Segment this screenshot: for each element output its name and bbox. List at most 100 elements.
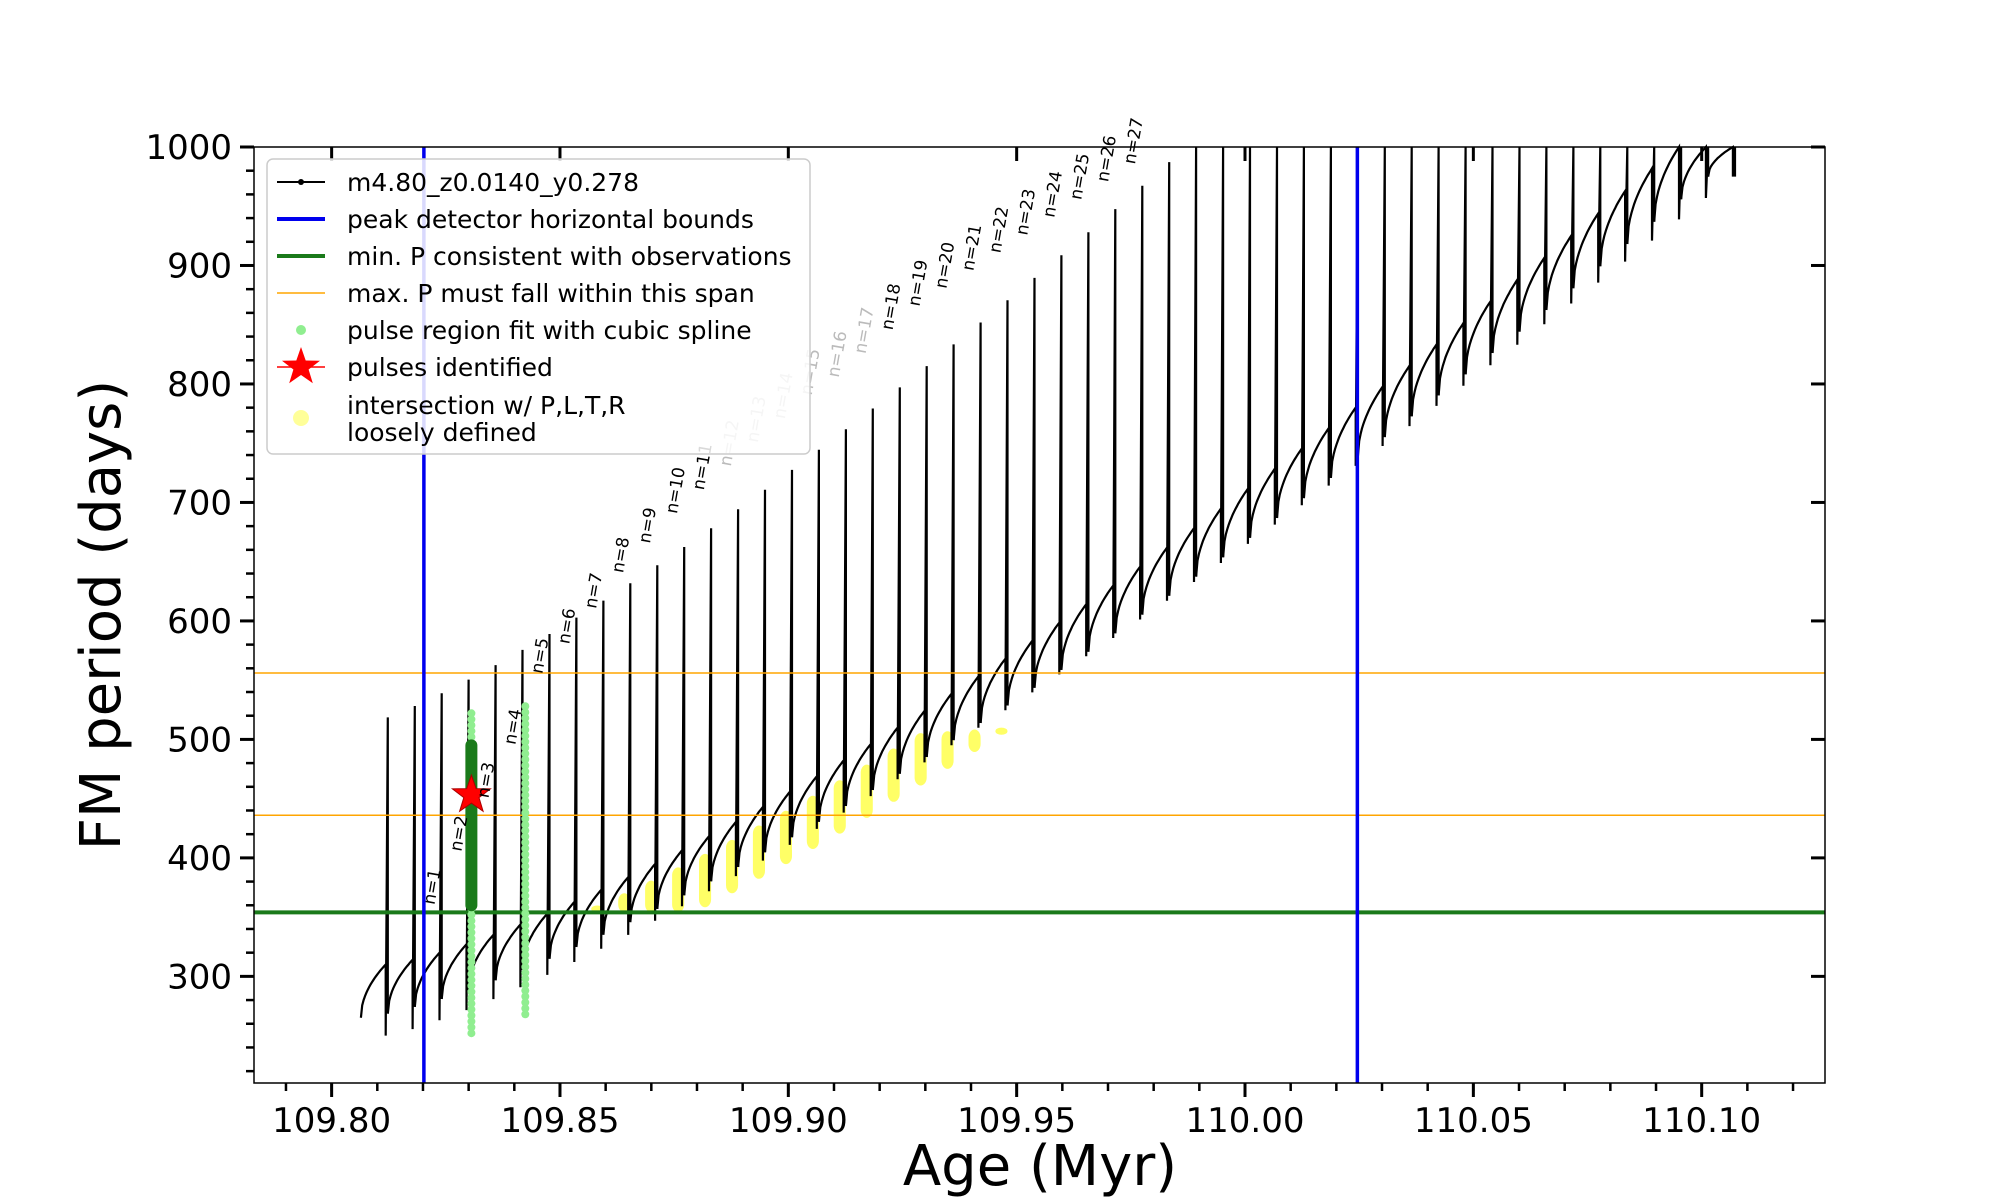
spline-point xyxy=(521,850,530,859)
spline-point xyxy=(521,992,530,1001)
legend-handle-dot xyxy=(296,325,306,335)
spline-point xyxy=(521,868,530,877)
spline-point xyxy=(467,916,476,925)
pulse-cycle-curve xyxy=(1006,277,1036,706)
spline-point xyxy=(521,980,530,989)
pulse-cycle-curve xyxy=(1087,209,1117,652)
legend-handle-star xyxy=(282,347,320,384)
cycle-n-label: n=21 xyxy=(959,223,987,272)
pulse-cycle-curve xyxy=(1626,146,1656,245)
spline-point xyxy=(521,1010,530,1019)
pulses-identified-layer xyxy=(450,773,492,813)
legend-label: pulse region fit with cubic spline xyxy=(347,316,752,345)
pulse-cycle-curve xyxy=(386,705,416,1030)
spline-point xyxy=(521,915,530,924)
spline-point xyxy=(467,928,476,937)
spline-point xyxy=(467,964,476,973)
spline-point xyxy=(521,702,530,711)
spline-point xyxy=(521,779,530,788)
cycle-n-label: n=27 xyxy=(1120,116,1148,165)
pulse-cycle-curve xyxy=(1141,162,1171,615)
intersection-layer xyxy=(591,727,1008,913)
pulse-cycle-curve xyxy=(1033,255,1063,688)
cycle-n-label: n=18 xyxy=(878,282,906,331)
axes-layer: 109.80 109.85 109.90 109.95 110.00 110.05 110.… xyxy=(145,128,1825,1141)
cycle-n-label: n=26 xyxy=(1093,134,1121,183)
spline-point xyxy=(467,910,476,919)
pulse-cycle-curve xyxy=(602,583,632,935)
y-tick-label: 800 xyxy=(167,365,232,405)
spline-point xyxy=(521,791,530,800)
spline-point xyxy=(521,856,530,865)
spline-point xyxy=(521,880,530,888)
spline-point xyxy=(521,802,530,811)
spline-point xyxy=(521,998,530,1007)
pulse-cycle-curve xyxy=(1114,185,1144,634)
pulse-cycle-curve xyxy=(1329,146,1359,478)
pulse-cycle-curve xyxy=(1545,146,1575,311)
spline-point xyxy=(521,891,530,900)
pulse-cycle-curve xyxy=(683,528,713,896)
pulse-cycle-curve xyxy=(1572,146,1602,289)
spline-point xyxy=(467,1017,476,1026)
reference-lines-layer xyxy=(254,147,1825,1083)
spline-point xyxy=(521,897,530,906)
spline-point xyxy=(467,975,476,984)
legend-label: max. P must fall within this span xyxy=(347,279,755,308)
pulse-cycle-curve xyxy=(359,717,389,1036)
pulse-cycle-curve xyxy=(1168,146,1198,596)
pulse-cycle-curve xyxy=(575,600,605,949)
pulse-cycle-curve xyxy=(844,408,874,807)
spline-point xyxy=(521,708,530,717)
spline-point xyxy=(521,862,530,871)
spline-point xyxy=(521,945,530,954)
intersection-band xyxy=(968,729,981,752)
pulse-cycle-curve xyxy=(1599,146,1629,267)
spline-point xyxy=(521,957,530,965)
pulse-cycle-curve xyxy=(656,546,686,910)
spline-point xyxy=(521,820,530,829)
spline-point xyxy=(467,946,476,955)
pulse-cycle-curve xyxy=(737,489,767,868)
pulse-cycle-curve xyxy=(952,322,982,741)
y-axis-label: FM period (days) xyxy=(69,380,134,850)
pulse-cycle-curve xyxy=(1195,146,1225,577)
cycle-n-label: n=25 xyxy=(1066,152,1094,201)
y-tick-label: 1000 xyxy=(145,128,232,168)
pulse-cycle-curve xyxy=(1437,146,1467,396)
spline-point xyxy=(467,999,476,1008)
spline-point xyxy=(467,733,476,741)
spline-point xyxy=(467,1005,476,1014)
spline-point xyxy=(521,838,530,847)
y-tick-label: 700 xyxy=(167,483,232,523)
pulse-cycle-curve xyxy=(548,617,578,963)
cycle-n-label: n=22 xyxy=(985,205,1013,254)
y-tick-label: 300 xyxy=(167,957,232,997)
pulse-cycle-curve xyxy=(494,649,524,988)
pulse-cycle-curve xyxy=(1653,143,1683,222)
spline-point xyxy=(467,1029,476,1038)
pulse-cycle-curve xyxy=(710,509,740,882)
legend-handle-dot xyxy=(298,179,304,185)
pulse-cycle-curve xyxy=(790,449,820,838)
pulse-cycle-curve xyxy=(1248,146,1279,538)
spline-point xyxy=(521,725,530,734)
pulse-cycle-curve xyxy=(871,387,901,791)
cycle-n-label: n=8 xyxy=(608,536,634,575)
spline-point xyxy=(521,731,530,740)
spline-point xyxy=(521,832,530,841)
y-tick-label: 600 xyxy=(167,602,232,642)
x-tick-label: 110.05 xyxy=(1414,1101,1533,1141)
spline-point xyxy=(521,986,530,995)
pulse-cycle-curve xyxy=(1518,146,1548,332)
cycle-n-label: n=17 xyxy=(851,306,879,355)
pulse-cycle-curve xyxy=(1275,146,1305,519)
x-tick-label: 109.80 xyxy=(272,1101,391,1141)
legend-frame xyxy=(266,158,811,455)
spline-point xyxy=(521,903,530,912)
spline-point xyxy=(521,808,530,817)
spline-point xyxy=(521,968,530,977)
x-tick-label: 109.90 xyxy=(729,1101,848,1141)
